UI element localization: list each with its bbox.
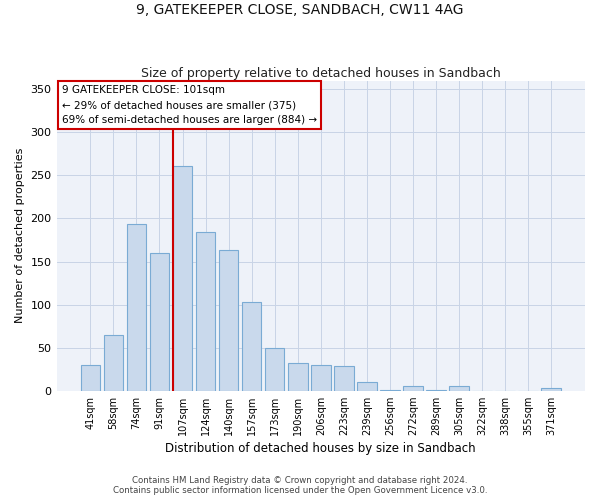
Bar [288,363,308,390]
Text: 9 GATEKEEPER CLOSE: 101sqm
← 29% of detached houses are smaller (375)
69% of sem: 9 GATEKEEPER CLOSE: 101sqm ← 29% of deta… [62,86,317,125]
Bar [196,232,215,390]
Bar [311,365,331,390]
Bar [149,253,169,390]
Bar [403,386,423,390]
Text: Contains HM Land Registry data © Crown copyright and database right 2024.
Contai: Contains HM Land Registry data © Crown c… [113,476,487,495]
Bar [104,334,123,390]
Bar [242,302,262,390]
Bar [357,382,377,390]
Bar [127,224,146,390]
Text: 9, GATEKEEPER CLOSE, SANDBACH, CW11 4AG: 9, GATEKEEPER CLOSE, SANDBACH, CW11 4AG [136,2,464,16]
Bar [449,386,469,390]
Bar [265,348,284,391]
Y-axis label: Number of detached properties: Number of detached properties [15,148,25,324]
Bar [219,250,238,390]
Title: Size of property relative to detached houses in Sandbach: Size of property relative to detached ho… [141,66,500,80]
Bar [80,365,100,390]
Bar [334,366,353,390]
X-axis label: Distribution of detached houses by size in Sandbach: Distribution of detached houses by size … [166,442,476,455]
Bar [173,166,193,390]
Bar [541,388,561,390]
